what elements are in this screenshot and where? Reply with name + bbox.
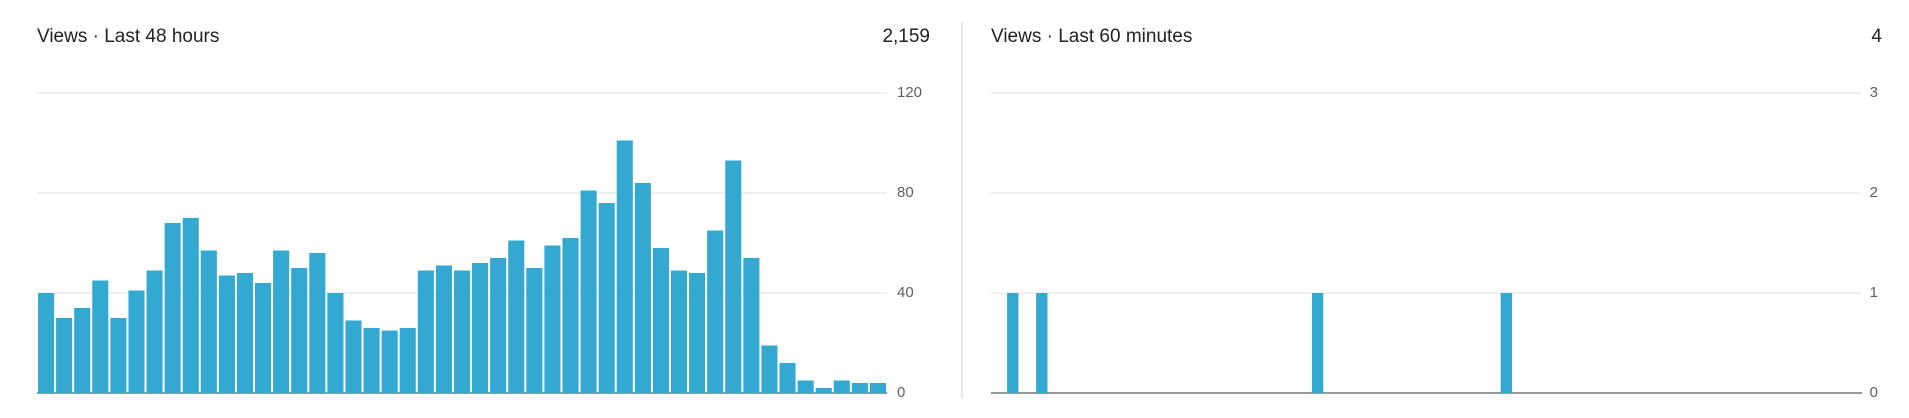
bar [472,263,489,393]
bar [1007,293,1019,393]
chart-title: Views · Last 60 minutes [991,26,1192,47]
total: 2,159 [882,26,930,47]
bar [38,293,55,393]
bar [345,320,362,393]
bar [218,275,235,393]
bar [1036,293,1048,393]
bar [435,265,452,393]
y-tick-label: 40 [897,284,914,301]
bar [236,273,254,393]
bar [670,270,688,393]
bar [779,363,796,393]
bar [309,253,326,393]
bar [797,380,814,393]
bar [526,268,543,393]
bar [580,190,597,393]
chart-title: Views · Last 48 hours [37,26,219,47]
bar [562,238,579,393]
y-tick-label: 1 [1870,284,1878,301]
bar [851,383,868,393]
total: 4 [1871,26,1882,47]
bar [417,270,434,393]
bar [490,258,507,393]
bar [689,273,706,393]
bar [327,293,344,393]
bar [164,223,181,393]
y-tick-label: 2 [1870,184,1878,201]
bar [634,183,651,393]
bar [453,270,471,393]
bar [92,280,109,393]
bar [1311,293,1324,393]
bar [273,250,290,393]
bar [56,318,73,393]
bar [616,140,633,393]
y-tick-label: 0 [897,384,905,401]
bar [110,318,127,393]
bar [725,160,742,393]
bar [200,250,217,393]
bar [815,388,832,393]
bar [255,283,272,393]
bar [381,330,398,393]
bar [291,268,308,393]
bar [128,290,145,393]
y-tick-label: 0 [1870,384,1878,401]
y-tick-label: 120 [897,84,922,101]
bar [869,383,886,393]
bar [508,240,525,393]
bar [652,248,669,393]
bar [598,203,615,393]
bar [833,380,850,393]
bar [74,308,91,393]
bar [761,345,778,393]
bar [743,258,760,393]
bar [707,230,724,393]
bar [146,270,163,393]
bar [1500,293,1513,393]
bar [544,245,561,393]
bar [363,328,380,393]
bar [182,218,199,393]
y-tick-label: 3 [1870,84,1878,101]
y-tick-label: 80 [897,184,914,201]
bar [399,328,416,393]
